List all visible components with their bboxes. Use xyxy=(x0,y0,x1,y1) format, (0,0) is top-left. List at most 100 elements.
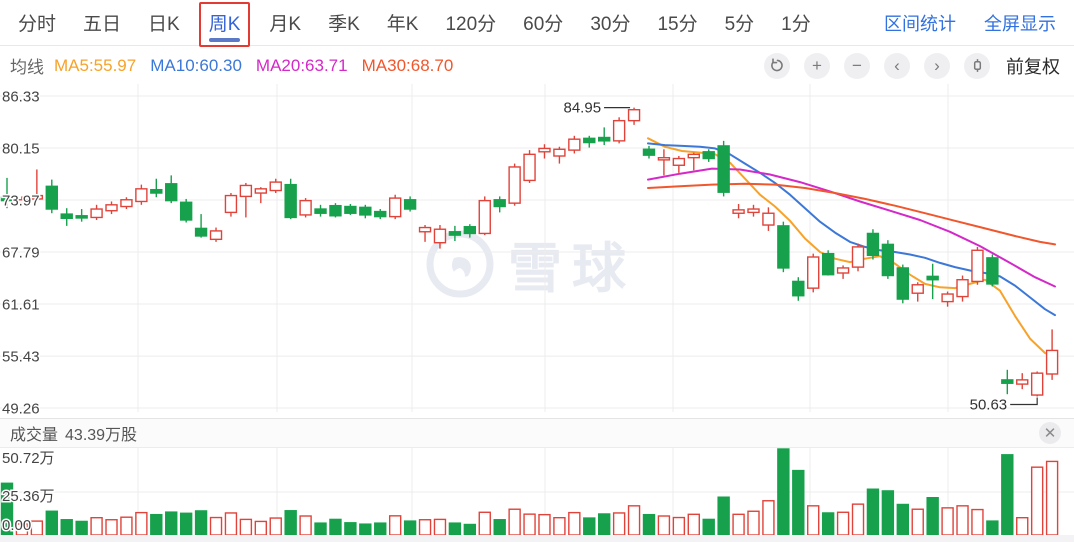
candle-body xyxy=(493,199,506,208)
price-chart-panel[interactable]: 雪球 86.33 80.15 73.97 67.79 61.61 55.43 49.26 84… xyxy=(0,84,1074,418)
candle-body xyxy=(90,208,103,219)
candle xyxy=(135,184,148,205)
candle-body xyxy=(702,151,715,160)
candle xyxy=(463,224,477,238)
candle-body xyxy=(807,256,820,289)
volume-bar xyxy=(508,508,521,536)
pan-right-icon: › xyxy=(934,56,940,75)
tabbar-links: 区间统计 全屏显示 xyxy=(856,10,1056,36)
ma-title: 均线 xyxy=(10,58,44,77)
close-icon[interactable]: ✕ xyxy=(1039,422,1061,444)
volume-bar xyxy=(702,518,715,536)
volume-bar xyxy=(642,513,656,536)
pan-right-button[interactable]: › xyxy=(924,52,950,79)
volume-bar xyxy=(463,523,477,536)
tab-1[interactable]: 分时 xyxy=(18,14,57,35)
candle xyxy=(508,163,521,206)
tab-13[interactable]: 1分 xyxy=(781,14,811,35)
tab-11[interactable]: 15分 xyxy=(657,14,698,35)
pan-left-icon: ‹ xyxy=(894,56,900,75)
candle-body xyxy=(986,257,999,285)
candlestick-chart[interactable]: 86.33 80.15 73.97 67.79 61.61 55.43 49.26 84.95… xyxy=(0,84,1074,418)
price-adjust-label[interactable]: 前复权 xyxy=(1006,56,1060,77)
candle-body xyxy=(956,279,969,298)
candle xyxy=(60,208,73,226)
tab-4-active[interactable]: 周K xyxy=(198,2,251,47)
range-stats-link[interactable]: 区间统计 xyxy=(884,13,956,34)
tab-5[interactable]: 月K xyxy=(269,14,302,35)
candle-body xyxy=(448,231,462,236)
candle-body xyxy=(687,153,700,159)
fullscreen-link[interactable]: 全屏显示 xyxy=(984,13,1056,34)
candle xyxy=(403,196,417,212)
tab-2[interactable]: 五日 xyxy=(83,14,122,35)
candle xyxy=(836,265,850,279)
volume-bar xyxy=(329,518,342,536)
candles xyxy=(0,107,1059,397)
tab-3[interactable]: 日K xyxy=(148,14,180,35)
candle-body xyxy=(1016,379,1029,385)
volume-bar xyxy=(209,516,223,536)
candle xyxy=(792,277,805,301)
tab-7[interactable]: 年K xyxy=(386,14,419,35)
ma10-legend: MA10:60.30 xyxy=(150,55,242,75)
zoom-in-button[interactable]: + xyxy=(804,52,830,79)
volume-bar xyxy=(807,505,820,536)
candle-body xyxy=(821,252,835,276)
volume-bar xyxy=(941,507,954,536)
candle xyxy=(120,197,133,210)
candle xyxy=(732,203,745,219)
volume-bar xyxy=(30,520,44,536)
candle-body xyxy=(329,204,342,217)
volume-bar xyxy=(179,512,193,536)
tab-12[interactable]: 5分 xyxy=(724,14,755,35)
volume-bar xyxy=(165,511,178,536)
volume-bar xyxy=(1001,454,1014,536)
volume-bar xyxy=(598,513,611,536)
scroll-strip[interactable] xyxy=(0,535,1074,542)
period-tabs: 分时 五日 日K 周K 月K 季K 年K 120分 60分 30分 15分 5分 1分 xyxy=(18,2,838,47)
candle-body xyxy=(254,188,268,194)
candle-body xyxy=(1001,379,1014,384)
volume-bar xyxy=(821,512,835,536)
volume-bar xyxy=(478,511,491,536)
zoom-out-button[interactable]: − xyxy=(844,52,870,79)
volume-bar xyxy=(792,469,805,536)
candle-body xyxy=(672,157,686,166)
candle xyxy=(374,209,387,220)
candle-body xyxy=(269,181,282,192)
zoom-out-icon: − xyxy=(852,56,862,75)
candle-body xyxy=(866,232,880,257)
volume-axis-label: 50.72万 xyxy=(2,450,55,467)
volume-bar xyxy=(493,519,506,536)
candle-body xyxy=(642,148,656,156)
candle-body xyxy=(568,138,581,151)
y-axis-label: 49.26 xyxy=(2,401,40,418)
candle-body xyxy=(359,206,372,216)
candle-style-button[interactable] xyxy=(964,52,990,79)
pan-left-button[interactable]: ‹ xyxy=(884,52,910,79)
undo-button[interactable] xyxy=(764,52,790,79)
candle-body xyxy=(239,184,253,198)
undo-icon xyxy=(770,58,783,72)
volume-bar xyxy=(896,503,909,536)
volume-value: 43.39万股 xyxy=(65,427,138,444)
candle-body xyxy=(777,225,790,269)
candle-body xyxy=(911,284,924,294)
candle xyxy=(538,144,551,159)
tab-10[interactable]: 30分 xyxy=(590,14,631,35)
candle xyxy=(254,187,268,204)
volume-chart[interactable]: 50.72万 25.36万 0.00 xyxy=(0,448,1074,536)
volume-bar xyxy=(971,508,984,536)
volume-bar xyxy=(911,508,924,536)
tab-9[interactable]: 60分 xyxy=(523,14,564,35)
volume-bar xyxy=(135,511,148,536)
candle-body xyxy=(433,228,447,244)
candle xyxy=(971,246,984,285)
tab-6[interactable]: 季K xyxy=(328,14,360,35)
candle-body xyxy=(851,246,865,268)
tab-8[interactable]: 120分 xyxy=(445,14,497,35)
candle xyxy=(284,178,297,220)
candle xyxy=(1030,371,1044,397)
candle-body xyxy=(717,145,730,193)
